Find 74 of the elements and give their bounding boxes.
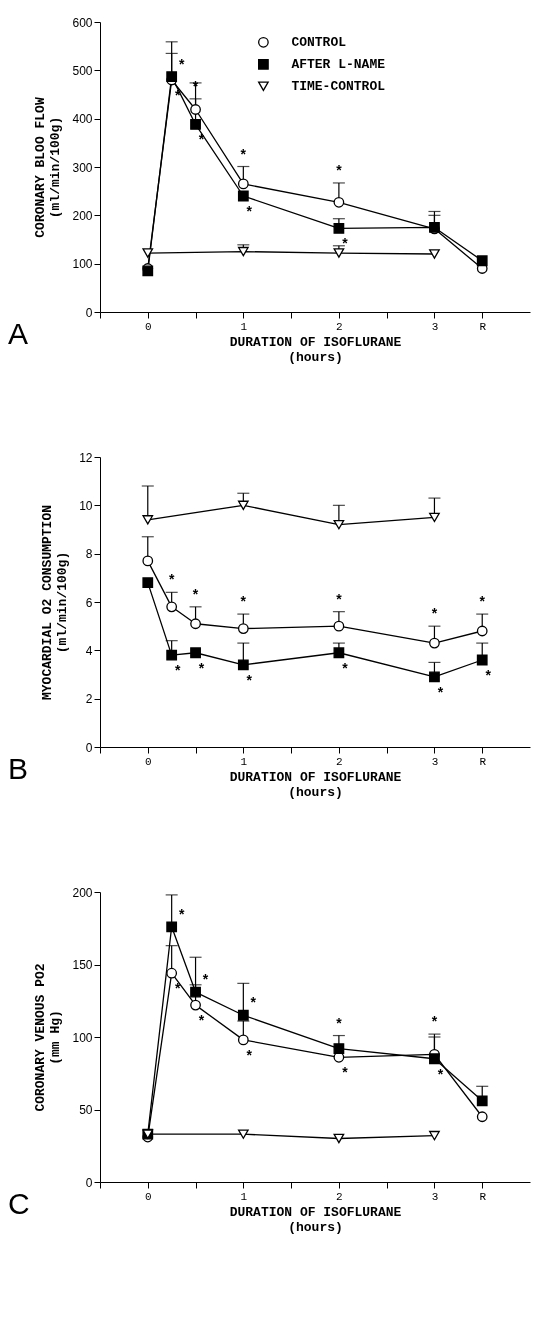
x-tick-label: 1 — [240, 755, 248, 768]
data-label: * — [336, 590, 343, 607]
data-label: * — [246, 1046, 253, 1063]
data-label: * — [240, 145, 247, 162]
y-tick-label: 400 — [72, 112, 93, 127]
data-label: * — [250, 994, 257, 1011]
x-tick-label: 2 — [336, 1190, 343, 1203]
x-tick-label: R — [479, 320, 487, 333]
data-label: * — [437, 683, 444, 700]
data-label: * — [198, 1012, 205, 1029]
x-tick-label: R — [479, 1190, 487, 1203]
data-label: * — [198, 659, 205, 676]
data-label: * — [336, 1014, 343, 1031]
data-label: * — [342, 659, 349, 676]
data-label: * — [198, 131, 205, 148]
legend-label: CONTROL — [291, 35, 347, 51]
y-tick-label: 500 — [72, 63, 93, 78]
y-tick-label: 200 — [72, 885, 93, 900]
data-label: * — [342, 235, 349, 252]
y-tick-label: 0 — [85, 740, 93, 755]
data-label: * — [246, 671, 253, 688]
data-label: * — [437, 1065, 444, 1082]
x-axis-title: DURATION OF ISOFLURANE (hours) — [229, 769, 402, 800]
data-label: * — [246, 203, 253, 219]
data-label: * — [178, 55, 185, 72]
y-tick-label: 0 — [85, 305, 93, 320]
y-tick-label: 200 — [72, 208, 93, 223]
x-tick-label: 1 — [240, 320, 248, 333]
y-tick-label: 4 — [85, 643, 93, 658]
x-tick-label: 0 — [144, 320, 152, 333]
x-tick-label: 0 — [144, 1190, 152, 1203]
x-axis-title: DURATION OF ISOFLURANE (hours) — [229, 334, 402, 365]
y-tick-label: 2 — [85, 692, 93, 707]
x-tick-label: 2 — [336, 320, 343, 333]
data-label: * — [431, 605, 438, 622]
data-label: * — [342, 1064, 349, 1081]
y-tick-label: 0 — [85, 1175, 93, 1190]
legend-label: TIME-CONTROL — [291, 79, 386, 95]
text: B — [8, 752, 29, 785]
data-label: * — [192, 585, 199, 602]
y-tick-label: 6 — [85, 595, 93, 610]
data-label: * — [479, 593, 486, 610]
y-tick-label: 100 — [72, 257, 93, 272]
y-tick-label: 300 — [72, 160, 93, 175]
text: A — [8, 317, 29, 350]
data-label: * — [336, 161, 343, 178]
y-tick-label: 150 — [72, 958, 93, 972]
y-tick-label: 12 — [79, 450, 93, 465]
y-tick-label: 600 — [72, 15, 93, 30]
x-tick-label: 0 — [144, 755, 152, 768]
data-label: * — [202, 971, 209, 988]
text: C — [8, 1187, 30, 1220]
data-label: * — [431, 1013, 438, 1030]
data-label: * — [174, 662, 181, 679]
data-label: * — [485, 667, 492, 683]
x-tick-label: 3 — [431, 755, 439, 768]
data-label: * — [174, 980, 181, 997]
y-tick-label: 100 — [72, 1030, 93, 1045]
x-tick-label: R — [479, 755, 487, 768]
y-tick-label: 8 — [85, 547, 93, 562]
y-axis-title: CORONARY VENOUS PO2 (mm Hg) — [33, 963, 64, 1112]
data-label: * — [178, 905, 185, 922]
x-axis-title: DURATION OF ISOFLURANE (hours) — [229, 1204, 402, 1235]
x-tick-label: 2 — [336, 755, 343, 768]
y-tick-label: 50 — [79, 1103, 93, 1117]
y-axis-title: MYOCARDIAL O2 CONSUMPTION (ml/min/100g) — [40, 504, 71, 701]
y-axis-title: CORONARY BLOO FLOW (ml/min/100g) — [33, 97, 64, 238]
x-tick-label: 1 — [240, 1190, 248, 1203]
y-tick-label: 10 — [79, 498, 93, 513]
data-label: * — [168, 571, 175, 588]
legend-label: AFTER L-NAME — [291, 57, 386, 73]
data-label: * — [240, 593, 247, 610]
x-tick-label: 3 — [431, 320, 439, 333]
x-tick-label: 3 — [431, 1190, 439, 1203]
